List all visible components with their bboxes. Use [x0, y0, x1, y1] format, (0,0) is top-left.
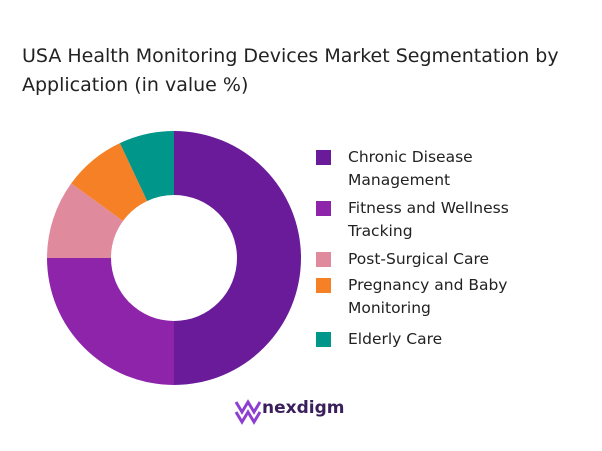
- logo-icon: [234, 399, 262, 425]
- donut-slice: [119, 131, 174, 201]
- legend-swatch: [316, 201, 331, 216]
- donut-slice: [174, 131, 301, 385]
- legend-label: Post-Surgical Care: [348, 250, 490, 268]
- legend-swatch: [316, 278, 331, 293]
- legend-label: Pregnancy and Baby Monitoring: [348, 276, 508, 317]
- legend-label: Fitness and Wellness Tracking: [348, 199, 509, 240]
- donut-slice: [47, 183, 124, 258]
- legend-swatch: [316, 332, 331, 347]
- legend-swatch: [316, 150, 331, 165]
- legend-label: Elderly Care: [348, 330, 443, 348]
- donut-slice: [47, 258, 174, 385]
- legend-label: Chronic Disease Management: [348, 148, 473, 189]
- logo: nexdigm: [262, 398, 345, 418]
- legend-swatch: [316, 252, 331, 267]
- chart-title: USA Health Monitoring Devices Market Seg…: [22, 45, 559, 96]
- donut-slice: [71, 143, 148, 221]
